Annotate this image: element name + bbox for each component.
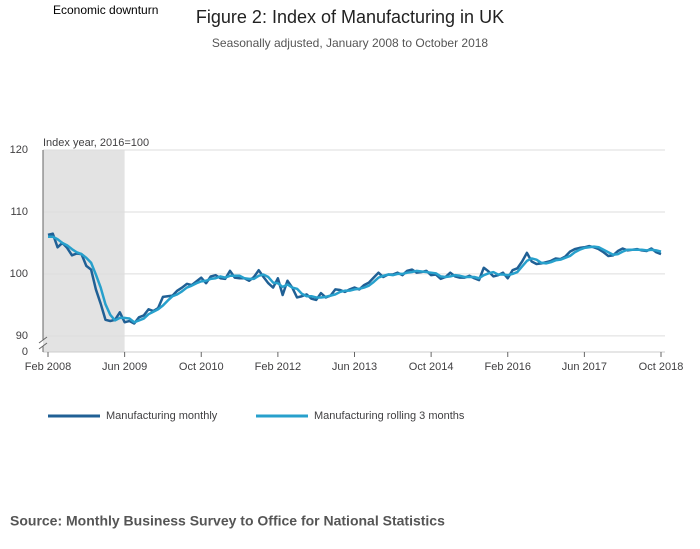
x-tick-label: Jun 2013 (332, 361, 377, 373)
annotation: Economic downturn (53, 3, 158, 17)
y-tick-label: 100 (10, 268, 28, 280)
series-line (47, 232, 662, 325)
legend-label: Manufacturing rolling 3 months (314, 410, 465, 422)
x-tick-label: Feb 2016 (485, 361, 531, 373)
y-tick-label: 110 (10, 206, 28, 218)
source: Source: Monthly Business Survey to Offic… (10, 513, 445, 529)
x-tick-label: Jun 2009 (102, 361, 147, 373)
axis-break (38, 336, 48, 350)
legend-label: Manufacturing monthly (106, 410, 218, 422)
chart-subtitle: Seasonally adjusted, January 2008 to Oct… (212, 36, 489, 50)
x-tick-label: Oct 2010 (179, 361, 224, 373)
x-tick-label: Feb 2012 (255, 361, 301, 373)
y-break-label: 0 (22, 346, 28, 358)
series-line (48, 235, 662, 324)
y-tick-label: 90 (16, 330, 28, 342)
x-tick-label: Oct 2018 (639, 361, 684, 373)
downturn-shade (43, 150, 125, 352)
chart-title: Figure 2: Index of Manufacturing in UK (196, 7, 504, 27)
y-axis-label: Index year, 2016=100 (43, 137, 149, 149)
x-tick-label: Oct 2014 (409, 361, 454, 373)
y-tick-label: 120 (10, 144, 28, 156)
x-tick-label: Feb 2008 (25, 361, 71, 373)
x-tick-label: Jun 2017 (562, 361, 607, 373)
